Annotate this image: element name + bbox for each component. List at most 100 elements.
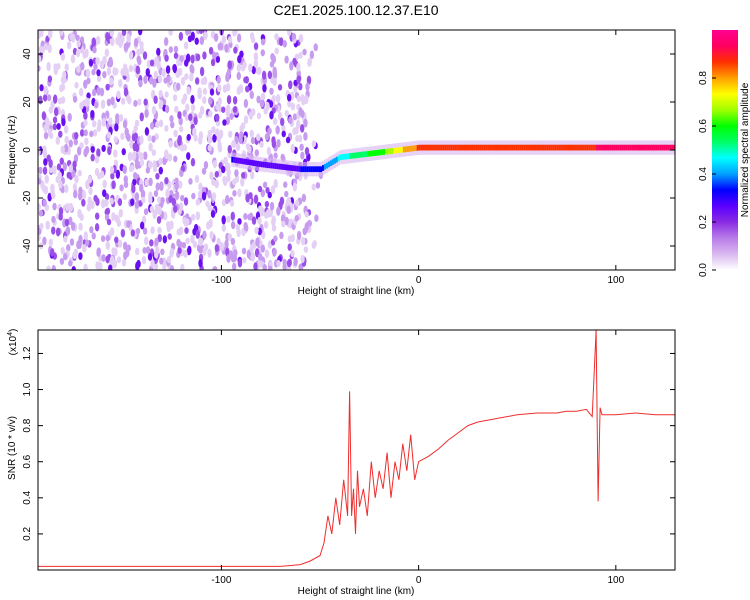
spectrogram-noise-cell (42, 93, 48, 102)
spectrogram-noise-cell (164, 54, 169, 62)
spectrogram-track-cell (538, 144, 542, 151)
spectrogram-noise-cell (122, 119, 128, 129)
snr-y-tick-label: 0.6 (22, 454, 33, 468)
spectrogram-track-cell (396, 147, 400, 154)
spectrogram-noise-cell (86, 92, 91, 100)
spectrogram-noise-cell (56, 163, 62, 171)
spectrogram-noise-cell (156, 60, 161, 70)
spectrogram-track-cell (657, 144, 660, 151)
spectrogram-noise-cell (91, 232, 96, 240)
spectrogram-track-cell (594, 144, 597, 151)
spectrogram-noise-cell (135, 65, 140, 75)
spectrogram-noise-cell (311, 183, 316, 191)
spectrogram-noise-cell (71, 170, 76, 178)
spectrogram-noise-cell (211, 51, 217, 60)
spectrogram-noise-cell (77, 169, 82, 177)
spectrogram-noise-cell (268, 100, 274, 108)
spectrogram-noise-cell (62, 162, 68, 172)
spectrogram-noise-cell (144, 236, 149, 246)
spectrogram-noise-cell (68, 202, 74, 212)
spectrogram-noise-cell (225, 194, 230, 205)
spectrogram-noise-cell (70, 33, 76, 43)
spectrogram-noise-cell (173, 205, 178, 213)
spectrogram-noise-cell (224, 239, 229, 249)
spectrogram-noise-cell (126, 244, 131, 252)
spectrogram-noise-cell (50, 248, 55, 257)
spectrogram-noise-cell (262, 181, 268, 189)
spectrogram-noise-cell (279, 37, 284, 47)
spectrogram-noise-cell (99, 87, 105, 97)
spectrogram-noise-cell (116, 256, 122, 264)
snr-x-tick-label: 100 (607, 575, 624, 586)
spectrogram-noise-cell (219, 244, 225, 252)
spectrogram-noise-cell (75, 49, 81, 58)
spectrogram-noise-cell (279, 231, 284, 240)
spectrogram-noise-cell (277, 84, 283, 91)
spectrogram-noise-cell (121, 30, 127, 36)
spectrogram-noise-cell (93, 101, 99, 109)
spectrogram-noise-cell (109, 227, 115, 236)
spectrogram-track-cell (613, 144, 617, 151)
spectrogram-noise-cell (139, 112, 144, 122)
spectrogram-noise-cell (230, 221, 236, 230)
spectrogram-track-cell (505, 144, 508, 151)
spectrogram-track-cell (402, 146, 406, 153)
spectrogram-noise-cell (179, 170, 184, 177)
spectrogram-noise-cell (83, 231, 89, 241)
spectrogram-noise-cell (108, 264, 113, 270)
spectrogram-noise-cell (42, 166, 48, 175)
spectrogram-x-tick-label: -100 (211, 275, 231, 286)
spectrogram-x-tick-label: 100 (607, 275, 624, 286)
spectrogram-noise-cell (309, 50, 315, 60)
spectrogram-noise-cell (250, 171, 255, 180)
spectrogram-track-cell (367, 150, 370, 157)
spectrogram-noise-cell (64, 136, 69, 144)
spectrogram-noise-cell (221, 106, 226, 113)
snr-panel: -100 0 100 0.2 0.4 0.6 0.8 1.0 1.2 Height of st… (7, 329, 676, 597)
spectrogram-track-cell (598, 144, 601, 151)
spectrogram-track-cell (519, 144, 522, 151)
spectrogram-track-cell (298, 166, 301, 172)
spectrogram-noise-cell (123, 181, 129, 189)
spectrogram-noise-cell (131, 151, 137, 161)
spectrogram-track-cell (436, 144, 439, 151)
spectrogram-noise-cell (253, 59, 259, 68)
spectrogram-noise-cell (138, 79, 143, 88)
spectrogram-noise-cell (249, 244, 254, 253)
snr-y-multiplier: (x104) (7, 329, 19, 356)
spectrogram-noise-cell (110, 172, 115, 180)
spectrogram-track-cell (493, 144, 496, 151)
spectrogram-track-cell (572, 144, 575, 151)
spectrogram-noise-cell (207, 129, 213, 137)
spectrogram-noise-cell (176, 228, 181, 236)
spectrogram-noise-cell (109, 165, 115, 174)
spectrogram-noise-cell (105, 241, 110, 250)
spectrogram-noise-cell (237, 258, 243, 268)
spectrogram-noise-cell (133, 124, 138, 132)
spectrogram-noise-cell (175, 69, 181, 78)
spectrogram-track-cell (306, 166, 309, 173)
spectrogram-noise-cell (91, 88, 97, 97)
spectrogram-noise-cell (95, 35, 101, 45)
spectrogram-noise-cell (299, 143, 304, 151)
spectrogram-track-cell (290, 165, 293, 171)
spectrogram-noise-cell (38, 30, 42, 39)
spectrogram-track-cell (596, 144, 599, 151)
spectrogram-noise-cell (260, 92, 266, 101)
spectrogram-noise-cell (150, 259, 155, 268)
spectrogram-track-cell (331, 159, 335, 165)
spectrogram-noise-cell (149, 59, 155, 67)
spectrogram-noise-cell (209, 171, 214, 180)
spectrogram-noise-cell (210, 210, 216, 218)
spectrogram-track-cell (327, 161, 331, 168)
spectrogram-noise-cell (144, 108, 149, 118)
spectrogram-track-cell (361, 151, 364, 158)
spectrogram-noise-cell (108, 117, 113, 126)
spectrogram-noise-cell (173, 155, 178, 163)
spectrogram-noise-cell (55, 227, 61, 237)
spectrogram-noise-cell (208, 46, 214, 55)
spectrogram-noise-cell (195, 229, 200, 239)
spectrogram-noise-cell (199, 36, 205, 46)
spectrogram-noise-cell (63, 235, 68, 243)
spectrogram-noise-cell (249, 32, 255, 40)
